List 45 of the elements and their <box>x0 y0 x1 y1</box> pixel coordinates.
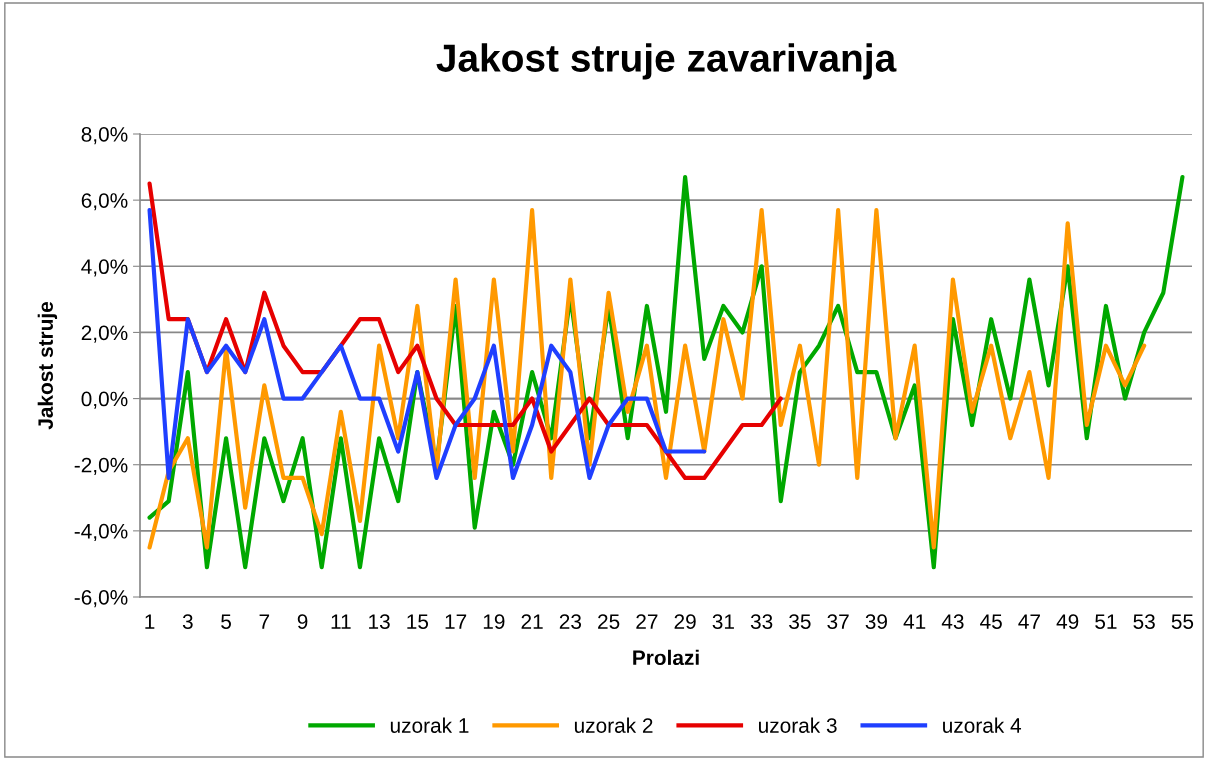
x-tick-label: 19 <box>483 614 505 629</box>
x-tick-label: 15 <box>407 614 429 629</box>
x-tick-label: 11 <box>331 614 351 629</box>
y-tick-label: 2,0% <box>81 325 128 343</box>
y-tick-label: 0,0% <box>81 391 128 409</box>
chart-title: Jakost struje zavarivanja <box>436 43 897 80</box>
x-tick-label: 13 <box>369 614 390 629</box>
x-tick-label: 25 <box>598 614 620 629</box>
y-tick-label: -4,0% <box>74 523 128 542</box>
y-tick-label: -2,0% <box>74 457 128 475</box>
x-tick-label: 45 <box>980 614 1002 629</box>
x-tick-label: 49 <box>1056 614 1079 629</box>
legend-label: uzorak 2 <box>574 717 653 733</box>
x-tick-label: 31 <box>712 614 734 629</box>
x-tick-label: 37 <box>827 614 849 629</box>
x-tick-label: 51 <box>1095 614 1117 629</box>
x-tick-label: 29 <box>674 614 696 629</box>
x-tick-label: 27 <box>636 614 658 629</box>
x-tick-label: 35 <box>789 614 811 629</box>
legend-label: uzorak 3 <box>759 717 837 733</box>
x-tick-label: 1 <box>145 614 155 629</box>
x-tick-label: 39 <box>865 614 887 629</box>
x-tick-label: 5 <box>221 614 231 629</box>
legend-label: uzorak 4 <box>943 717 1022 733</box>
y-tick-label: 4,0% <box>81 259 128 277</box>
x-tick-label: 7 <box>259 614 270 629</box>
line-series <box>147 207 1147 550</box>
x-tick-label: 41 <box>903 614 926 629</box>
x-tick-label: 9 <box>297 614 308 629</box>
x-tick-label: 23 <box>559 614 582 629</box>
x-tick-label: 53 <box>1133 614 1155 629</box>
legend-label: uzorak 1 <box>390 717 469 733</box>
x-tick-label: 17 <box>445 614 467 629</box>
x-tick-label: 33 <box>750 614 773 629</box>
x-tick-label: 43 <box>941 614 964 629</box>
y-tick-label: 6,0% <box>81 193 128 211</box>
x-tick-label: 55 <box>1171 614 1194 629</box>
x-axis-title: Prolazi <box>633 649 699 666</box>
x-tick-label: 21 <box>521 614 543 629</box>
line-series <box>147 207 707 481</box>
y-tick-label: -6,0% <box>74 590 128 608</box>
y-tick-label: 8,0% <box>81 127 128 145</box>
x-tick-label: 47 <box>1018 614 1040 629</box>
y-axis-title: Jakost struje <box>37 301 58 430</box>
x-tick-label: 3 <box>182 614 193 629</box>
